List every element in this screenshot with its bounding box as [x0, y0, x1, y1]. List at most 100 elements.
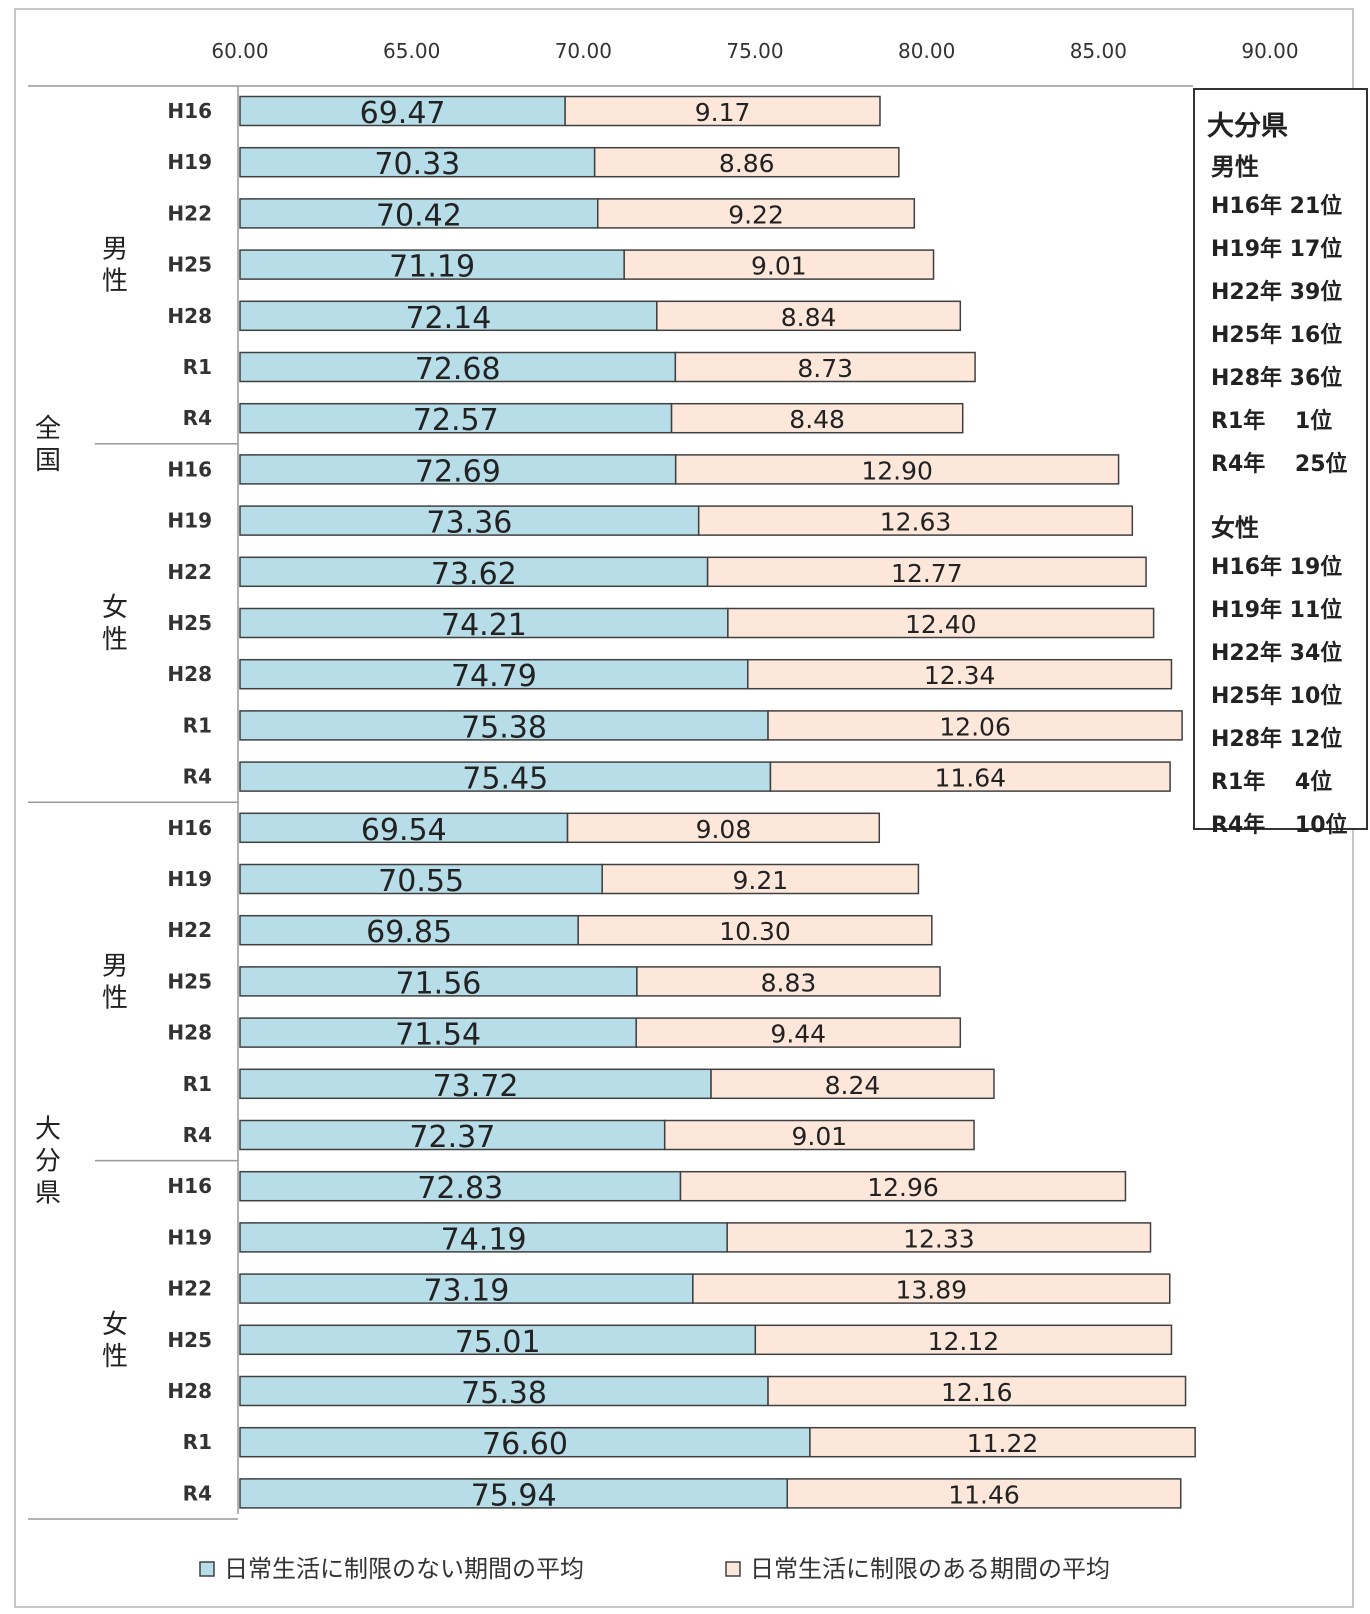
category-label: H16: [167, 99, 212, 123]
bar-healthy: [239, 1017, 637, 1048]
ranking-male-row: H22年 39位: [1211, 280, 1343, 305]
category-label: H22: [167, 918, 212, 942]
bar-limited-value-label: 8.83: [761, 968, 817, 997]
bar-healthy: [239, 607, 729, 639]
bar-healthy: [239, 402, 673, 434]
bar-limited: [727, 607, 1155, 639]
bar-limited-value-label: 11.46: [948, 1480, 1020, 1509]
sex-label: 男: [102, 235, 128, 265]
x-tick-label: 60.00: [211, 39, 268, 63]
category-label: H19: [167, 150, 212, 174]
category-label: H28: [167, 1379, 212, 1403]
bar-healthy-value-label: 73.72: [433, 1069, 519, 1104]
bar-limited: [726, 1222, 1152, 1253]
bar-limited: [597, 198, 916, 229]
bar-healthy-value-label: 70.42: [376, 198, 462, 233]
bar-limited: [747, 658, 1173, 690]
bar-limited: [674, 351, 976, 383]
bar-limited-value-label: 8.86: [719, 149, 775, 178]
bar-limited: [564, 95, 881, 127]
bar-healthy-value-label: 75.38: [461, 1376, 547, 1411]
ranking-female-label: 女性: [1211, 514, 1259, 542]
category-label: H16: [167, 816, 212, 840]
bar-healthy: [239, 1375, 769, 1407]
bar-healthy: [239, 1426, 811, 1458]
x-tick-label: 75.00: [726, 39, 783, 63]
category-label: R1: [183, 1072, 212, 1096]
bar-healthy: [239, 658, 749, 690]
sex-label: 性: [102, 1342, 128, 1372]
bar-limited: [710, 1068, 995, 1100]
ranking-female-row: R4年 10位: [1211, 813, 1348, 838]
category-label: R1: [183, 355, 212, 379]
ranking-female-row: R1年 4位: [1211, 770, 1333, 795]
ranking-female-row: H28年 12位: [1211, 727, 1343, 752]
ranking-male-row: H19年 17位: [1211, 237, 1343, 262]
legend-label: 日常生活に制限のない期間の平均: [224, 1555, 584, 1583]
sex-label: 性: [102, 983, 128, 1013]
bar-limited-value-label: 8.48: [789, 405, 845, 434]
bar-healthy-value-label: 72.14: [405, 301, 491, 336]
category-label: H28: [167, 304, 212, 328]
bar-limited-value-label: 12.63: [880, 508, 952, 537]
category-label: H19: [167, 1225, 212, 1249]
bar-limited: [593, 146, 900, 178]
category-label: H22: [167, 560, 212, 584]
bar-limited: [767, 710, 1183, 741]
sex-label: 女: [102, 593, 128, 623]
bar-limited-value-label: 12.33: [903, 1224, 975, 1253]
bar-healthy-value-label: 70.55: [378, 864, 464, 899]
bar-limited: [786, 1478, 1182, 1509]
ranking-female-row: H19年 11位: [1211, 598, 1343, 623]
bar-limited: [679, 1170, 1127, 1202]
x-tick-label: 85.00: [1070, 39, 1127, 63]
region-label: 県: [35, 1179, 61, 1209]
bar-limited-value-label: 9.01: [792, 1122, 848, 1151]
ranking-female-row: H22年 34位: [1211, 641, 1343, 666]
bar-limited: [577, 914, 933, 946]
bar-healthy-value-label: 74.79: [451, 659, 537, 694]
bar-limited: [769, 761, 1171, 792]
legend-swatch: [725, 1561, 741, 1577]
region-label: 全: [35, 414, 61, 444]
bar-limited-value-label: 12.40: [905, 610, 977, 639]
bar-healthy: [239, 1170, 682, 1202]
region-label: 国: [35, 446, 61, 476]
bar-healthy: [239, 146, 596, 178]
bar-healthy-value-label: 72.37: [409, 1120, 495, 1155]
bar-limited: [566, 812, 881, 844]
category-label: H25: [167, 611, 212, 635]
bar-limited-value-label: 12.34: [924, 661, 996, 690]
category-label: H28: [167, 1021, 212, 1045]
bar-healthy: [239, 505, 700, 536]
ranking-male-row: R1年 1位: [1211, 409, 1333, 434]
sex-label: 性: [102, 625, 128, 655]
bar-healthy-value-label: 72.83: [417, 1171, 503, 1206]
bar-healthy-value-label: 71.19: [389, 250, 475, 285]
bar-limited: [663, 1119, 975, 1151]
category-label: H25: [167, 969, 212, 993]
category-label: R1: [183, 713, 212, 737]
bar-healthy-value-label: 73.36: [426, 506, 512, 541]
ranking-female-row: H25年 10位: [1211, 684, 1343, 709]
bar-limited: [697, 505, 1134, 536]
bar-limited: [636, 966, 941, 997]
x-tick-label: 80.00: [898, 39, 955, 63]
ranking-male-label: 男性: [1211, 153, 1259, 181]
bar-limited-value-label: 12.06: [939, 712, 1011, 741]
bar-limited-value-label: 12.12: [928, 1327, 1000, 1356]
bar-healthy: [239, 1119, 666, 1151]
bar-healthy-value-label: 74.21: [441, 608, 527, 643]
bar-healthy-value-label: 75.38: [461, 710, 547, 745]
legend-swatch: [199, 1561, 215, 1577]
bar-healthy: [239, 812, 569, 844]
x-tick-label: 90.00: [1241, 39, 1298, 63]
x-tick-label: 65.00: [383, 39, 440, 63]
bar-limited: [674, 454, 1120, 485]
bar-healthy-value-label: 69.85: [366, 915, 452, 950]
category-label: H28: [167, 662, 212, 686]
bar-healthy: [239, 351, 677, 383]
bar-healthy-value-label: 76.60: [482, 1427, 568, 1462]
bar-healthy-value-label: 74.19: [441, 1222, 527, 1257]
bar-healthy: [239, 1324, 757, 1356]
